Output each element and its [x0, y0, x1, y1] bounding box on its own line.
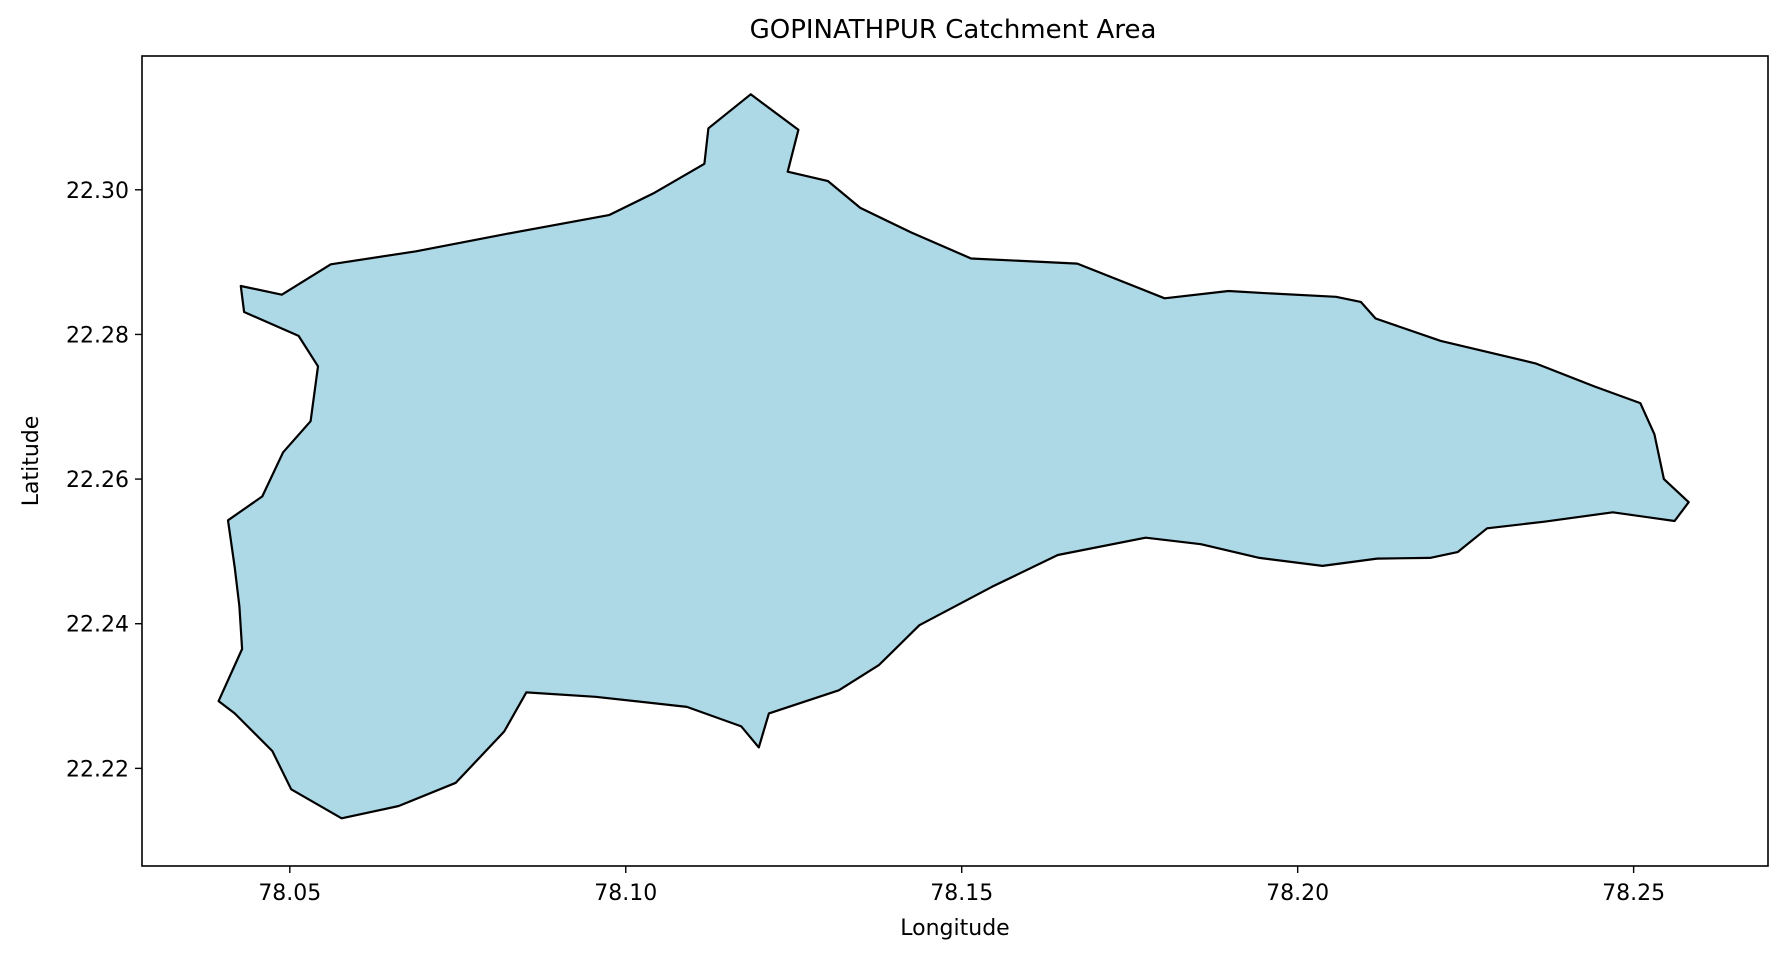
x-tick-label: 78.20	[1266, 881, 1329, 906]
y-axis-label: Latitude	[19, 416, 44, 507]
chart-title: GOPINATHPUR Catchment Area	[750, 15, 1157, 45]
x-tick-label: 78.15	[930, 881, 993, 906]
y-tick-label: 22.26	[66, 468, 129, 493]
x-tick-label: 78.10	[594, 881, 657, 906]
plot-frame	[141, 55, 1769, 867]
plot-area	[217, 93, 1690, 820]
axis-ticks: 78.05 78.10 78.15 78.20 78.25 22.22 22.24 22.26…	[66, 179, 1665, 906]
y-tick-label: 22.28	[66, 323, 129, 348]
y-tick-label: 22.24	[66, 613, 129, 638]
y-tick-label: 22.22	[66, 757, 129, 782]
x-tick-label: 78.05	[258, 881, 321, 906]
y-tick-label: 22.30	[66, 179, 129, 204]
x-tick-label: 78.25	[1602, 881, 1665, 906]
catchment-boundary-polygon	[217, 93, 1690, 820]
x-axis-label: Longitude	[900, 916, 1009, 941]
